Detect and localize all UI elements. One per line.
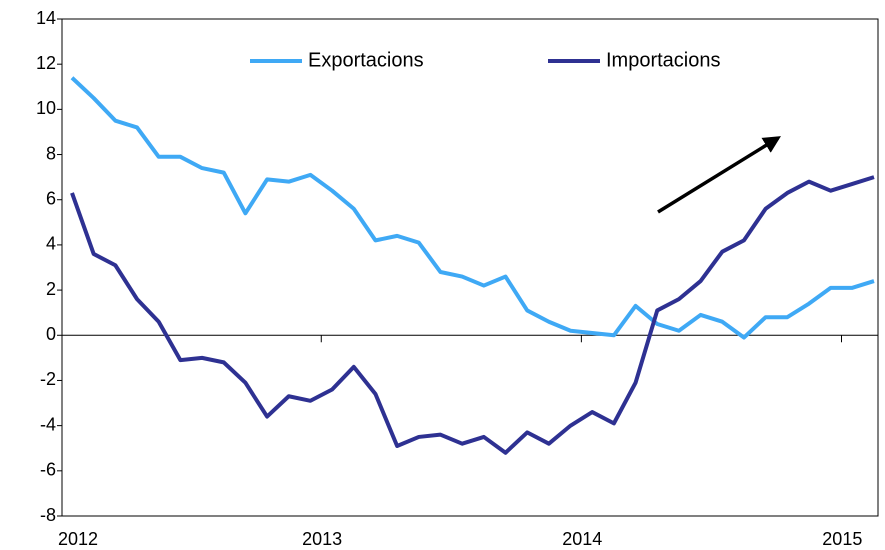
x-tick-label: 2015 — [822, 529, 862, 549]
y-tick-label: 12 — [36, 53, 56, 73]
y-tick-label: -6 — [40, 460, 56, 480]
x-tick-label: 2012 — [58, 529, 98, 549]
y-tick-label: 4 — [46, 234, 56, 254]
y-tick-label: 8 — [46, 143, 56, 163]
x-tick-label: 2013 — [302, 529, 342, 549]
legend-label: Exportacions — [308, 49, 424, 71]
y-tick-label: -8 — [40, 505, 56, 525]
y-tick-label: 14 — [36, 8, 56, 28]
y-tick-label: 10 — [36, 98, 56, 118]
legend-label: Importacions — [606, 49, 721, 71]
y-tick-label: -4 — [40, 414, 56, 434]
series-line — [70, 76, 875, 340]
y-tick-label: 6 — [46, 188, 56, 208]
y-tick-label: 2 — [46, 279, 56, 299]
series-line — [70, 175, 875, 455]
y-tick-label: -2 — [40, 369, 56, 389]
arrow — [657, 136, 781, 214]
x-tick-label: 2014 — [562, 529, 602, 549]
y-tick-label: 0 — [46, 324, 56, 344]
plot-frame — [61, 18, 879, 517]
